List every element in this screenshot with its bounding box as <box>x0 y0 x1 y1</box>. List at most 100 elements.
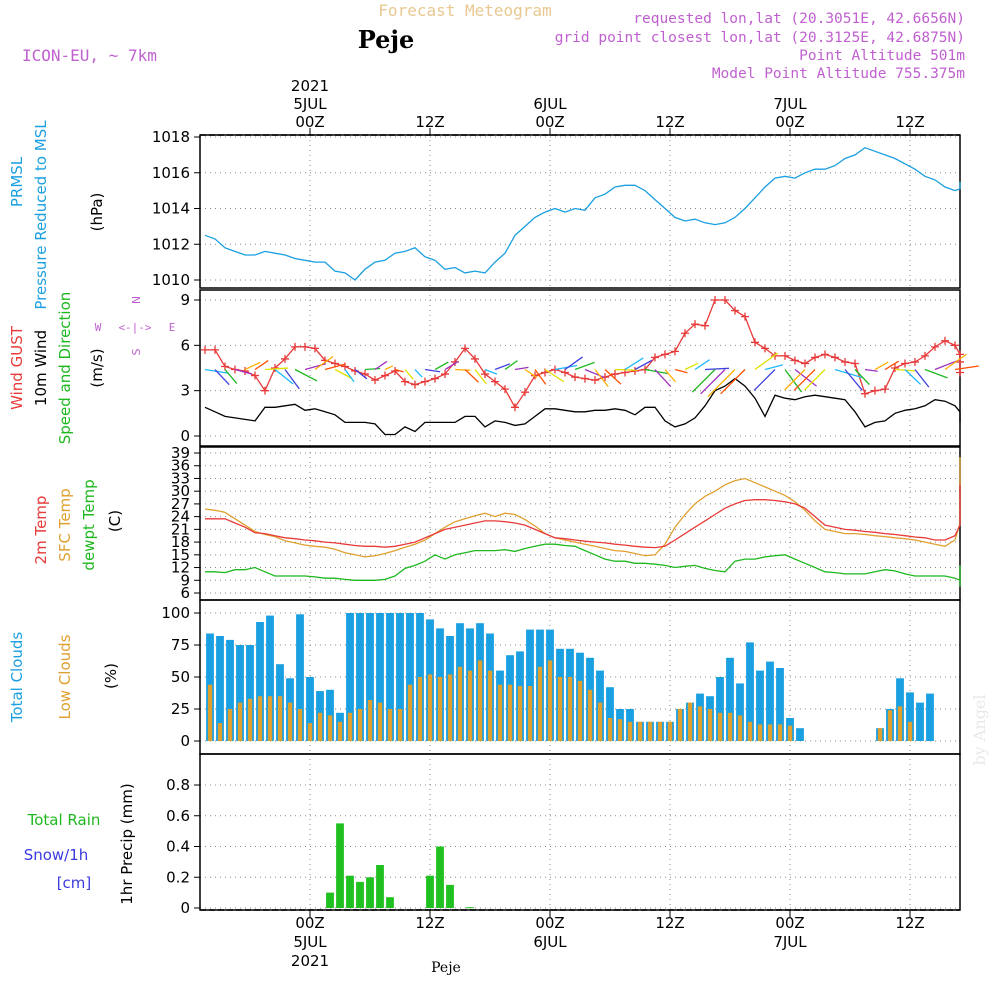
wind-arrow-29 <box>494 363 511 371</box>
ytick-label-0-3: 1016 <box>152 164 190 182</box>
low-cloud-bar-50 <box>707 709 713 741</box>
gust-marker-5 <box>251 371 259 380</box>
wind-arrow-74 <box>944 353 967 371</box>
wind-arrow-26 <box>464 369 479 383</box>
low-cloud-bar-37 <box>577 680 583 741</box>
low-cloud-bar-24 <box>447 674 453 741</box>
gust-marker-63 <box>831 353 839 362</box>
gust-marker-74 <box>941 336 949 345</box>
low-cloud-bar-9 <box>297 709 303 741</box>
wind-arrow-62 <box>804 369 826 391</box>
low-cloud-bar-41 <box>617 719 623 741</box>
total-cloud-bar-59 <box>796 728 804 741</box>
wind-arrow-71 <box>914 369 930 388</box>
ytick-label-3-1: 25 <box>171 700 190 718</box>
total-cloud-bar-52 <box>726 657 734 741</box>
ytick-label-3-3: 75 <box>171 636 190 654</box>
rain-bar-2 <box>346 875 354 908</box>
time-label-top-1: 12Z <box>415 113 444 131</box>
wind-arrow-3 <box>234 368 253 375</box>
gust-marker-11 <box>311 344 319 353</box>
date-label-bottom-2: 6JUL <box>533 933 567 951</box>
low-cloud-bar-22 <box>427 674 433 741</box>
plot-layer: 1010101210141016101803696912151821242730… <box>8 77 979 970</box>
total-cloud-bar-51 <box>716 677 724 741</box>
gust-marker-64 <box>841 357 849 366</box>
rain-bar-5 <box>376 865 384 908</box>
gust-marker-6 <box>261 386 269 395</box>
low-cloud-bar-late-2 <box>897 706 903 741</box>
low-cloud-bar-18 <box>387 709 393 741</box>
ytick-label-2-2: 12 <box>171 559 190 577</box>
watermark: by Angel <box>970 694 989 765</box>
gust-marker-27 <box>471 354 479 363</box>
gust-marker-50 <box>701 321 709 330</box>
wind-arrow-25 <box>454 368 471 371</box>
wind-arrow-24 <box>444 360 459 371</box>
gust-marker-36 <box>561 368 569 377</box>
ytick-label-4-3: 0.6 <box>166 807 190 825</box>
low-cloud-bar-0 <box>207 684 213 741</box>
ytick-label-2-8: 30 <box>171 482 190 500</box>
wind-arrow-19 <box>394 368 404 373</box>
ytick-label-2-10: 36 <box>171 457 190 475</box>
gust-marker-29 <box>491 377 499 386</box>
wind-arrow-54 <box>720 369 746 395</box>
total-cloud-bar-55 <box>756 670 764 741</box>
ytick-label-0-0: 1010 <box>152 271 190 289</box>
wind-arrow-49 <box>694 359 710 371</box>
low-cloud-bar-19 <box>397 709 403 741</box>
wind-arrow-13 <box>334 368 353 380</box>
wind-arrow-30 <box>504 360 518 371</box>
pressure-unit: (hPa) <box>88 193 106 232</box>
place-name: Peje <box>358 25 415 54</box>
low-cloud-bar-52 <box>727 712 733 741</box>
wind-arrow-32 <box>524 368 538 379</box>
total-cloud-bar-4 <box>246 645 254 741</box>
total-cloud-bar-17 <box>376 613 384 741</box>
ytick-label-2-1: 9 <box>180 571 190 589</box>
ytick-label-2-3: 15 <box>171 546 190 564</box>
wind-arrow-53 <box>707 369 736 398</box>
wind-arrow-18 <box>384 365 394 371</box>
wind-speed-label: Speed and Direction <box>56 292 74 445</box>
low-cloud-bar-6 <box>267 696 273 741</box>
wind-arrow-27 <box>474 369 487 385</box>
gust-marker-22 <box>421 377 429 386</box>
low-cloud-bar-34 <box>547 660 553 741</box>
footer-place: Peje <box>431 960 461 976</box>
gust-marker-54 <box>741 312 749 321</box>
wind-arrow-46 <box>664 369 676 383</box>
low-cloud-bar-5 <box>257 696 263 741</box>
wind-arrow-43 <box>634 359 653 371</box>
gust-marker-20 <box>401 377 409 386</box>
total-cloud-bar-3 <box>236 645 244 741</box>
wind-arrow-41 <box>614 368 638 371</box>
clouds-low-label: Low Clouds <box>56 634 74 719</box>
total-cloud-bar-late-4 <box>916 702 924 741</box>
ytick-label-2-7: 27 <box>171 495 190 513</box>
compass-s: S <box>130 348 143 355</box>
gust-marker-7 <box>271 364 279 372</box>
wind-arrow-12 <box>324 363 346 371</box>
gust-marker-30 <box>501 385 509 394</box>
ytick-label-4-4: 0.8 <box>166 776 190 794</box>
wind-arrow-1 <box>214 369 230 386</box>
gust-marker-67 <box>871 386 879 395</box>
wind-arrow-9 <box>294 368 318 382</box>
pressure-line <box>204 146 961 281</box>
wind-gust-line <box>205 299 961 409</box>
ytick-label-1-3: 9 <box>180 291 190 309</box>
rain-bar-12 <box>446 884 454 908</box>
chart-title: Forecast Meteogram <box>378 1 551 20</box>
gust-marker-52 <box>721 296 729 304</box>
low-cloud-bar-33 <box>537 666 543 741</box>
gust-marker-28 <box>481 370 489 379</box>
total-cloud-bar-40 <box>606 687 614 741</box>
wind-arrow-37 <box>574 361 595 371</box>
grid-point: grid point closest lon,lat (20.3125E, 42… <box>555 30 965 46</box>
time-label-top-3: 12Z <box>655 113 684 131</box>
gust-marker-1 <box>211 345 219 354</box>
temp-sfc-line <box>204 457 961 558</box>
